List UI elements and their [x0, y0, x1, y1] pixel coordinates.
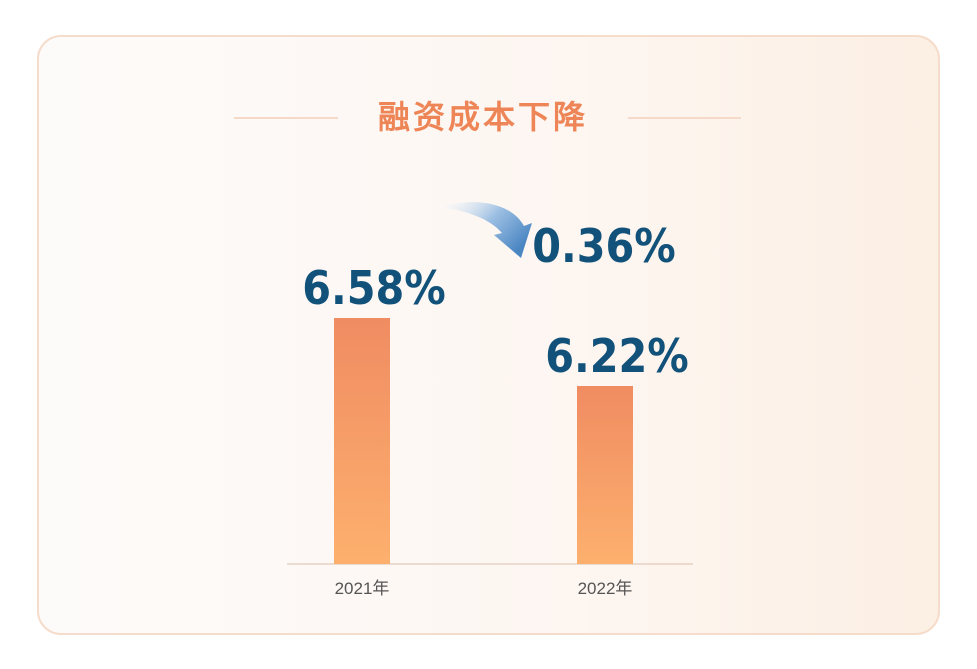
- decrease-annotation-label: 0.36%: [532, 219, 676, 273]
- chart-header: 融资成本下降: [0, 90, 977, 140]
- chart-card: [37, 35, 940, 635]
- x-tick-label: 2022年: [578, 579, 633, 598]
- value-labels: 6.58% 6.22%: [302, 261, 689, 383]
- bar-value-label: 6.22%: [545, 329, 689, 383]
- bar-2022年: [577, 386, 633, 564]
- bar-value-label: 6.58%: [302, 261, 446, 315]
- title-divider-left: [234, 117, 338, 119]
- curved-down-arrow-icon: [440, 202, 532, 258]
- bar-2021年: [334, 318, 390, 564]
- chart-title: 融资成本下降: [377, 98, 588, 136]
- x-tick-labels: 2021年 2022年: [335, 579, 633, 598]
- bar-series: [334, 318, 633, 564]
- x-tick-label: 2021年: [335, 579, 390, 598]
- title-divider-right: [628, 117, 741, 119]
